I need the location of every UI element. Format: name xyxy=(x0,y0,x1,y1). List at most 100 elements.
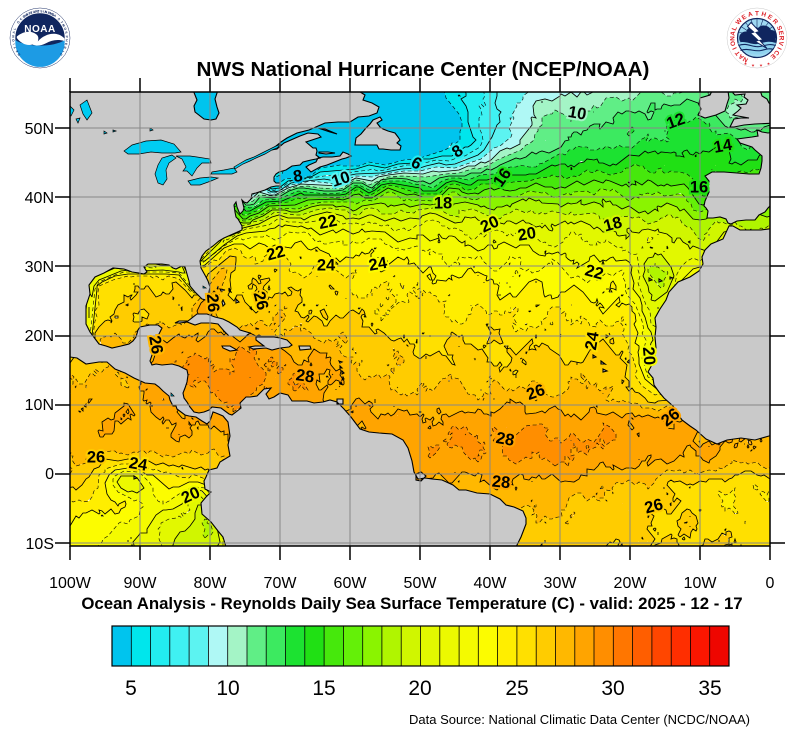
svg-text:28: 28 xyxy=(491,473,511,493)
svg-text:I: I xyxy=(43,10,45,14)
svg-text:NOAA: NOAA xyxy=(24,24,55,35)
svg-text:Data Source: National Climatic: Data Source: National Climatic Data Cent… xyxy=(409,712,750,727)
svg-text:35: 35 xyxy=(698,677,721,700)
svg-text:26: 26 xyxy=(203,293,223,313)
svg-text:I: I xyxy=(28,12,31,16)
svg-text:E: E xyxy=(741,13,749,22)
svg-text:I: I xyxy=(34,10,36,14)
svg-text:O: O xyxy=(25,12,30,17)
svg-text:R: R xyxy=(62,46,67,50)
svg-text:S: S xyxy=(775,25,783,32)
svg-text:30W: 30W xyxy=(544,575,578,592)
svg-text:22: 22 xyxy=(317,212,339,233)
svg-text:E: E xyxy=(766,13,774,22)
svg-text:A: A xyxy=(12,30,17,34)
svg-text:L: L xyxy=(731,25,739,31)
svg-text:C: C xyxy=(58,52,63,57)
svg-text:I: I xyxy=(775,46,782,51)
svg-text:A: A xyxy=(729,30,737,36)
svg-text:30: 30 xyxy=(601,677,624,700)
svg-text:E: E xyxy=(777,30,785,36)
svg-text:T: T xyxy=(734,49,742,56)
svg-text:28: 28 xyxy=(495,429,516,450)
svg-text:40W: 40W xyxy=(474,575,508,592)
svg-text:A: A xyxy=(32,10,36,15)
svg-text:26: 26 xyxy=(145,334,166,355)
svg-text:60W: 60W xyxy=(334,575,368,592)
svg-text:P: P xyxy=(65,35,69,38)
svg-text:O: O xyxy=(63,27,68,31)
svg-text:I: I xyxy=(12,43,16,45)
svg-text:T: T xyxy=(59,20,63,24)
svg-text:100W: 100W xyxy=(49,575,92,592)
svg-text:E: E xyxy=(22,14,26,18)
svg-text:E: E xyxy=(768,52,776,61)
svg-text:90W: 90W xyxy=(124,575,158,592)
svg-text:0: 0 xyxy=(766,575,775,592)
svg-text:L: L xyxy=(13,27,17,30)
svg-text:26: 26 xyxy=(87,448,105,466)
svg-text:D: D xyxy=(51,12,56,17)
svg-text:30N: 30N xyxy=(25,259,54,276)
svg-text:24: 24 xyxy=(317,256,336,274)
svg-text:N: N xyxy=(44,10,48,15)
svg-text:0: 0 xyxy=(45,466,54,483)
svg-text:10: 10 xyxy=(216,677,239,700)
svg-text:18: 18 xyxy=(434,194,452,212)
svg-text:10: 10 xyxy=(567,103,588,124)
svg-text:T: T xyxy=(13,46,17,49)
svg-text:20: 20 xyxy=(516,224,537,245)
svg-text:N: N xyxy=(23,13,28,18)
svg-text:N: N xyxy=(29,11,33,16)
svg-text:A: A xyxy=(737,52,745,61)
svg-text:A: A xyxy=(44,10,48,15)
svg-text:W: W xyxy=(734,17,744,27)
svg-text:O: O xyxy=(16,20,21,25)
svg-text:28: 28 xyxy=(295,366,316,386)
svg-text:R: R xyxy=(778,36,785,41)
svg-text:24: 24 xyxy=(582,329,603,351)
svg-text:50W: 50W xyxy=(404,575,438,592)
svg-text:R: R xyxy=(35,9,39,13)
svg-text:15: 15 xyxy=(312,677,335,700)
svg-text:H: H xyxy=(760,11,767,19)
svg-text:A: A xyxy=(25,12,30,17)
svg-text:20N: 20N xyxy=(25,328,54,345)
svg-text:C: C xyxy=(37,9,40,13)
svg-text:N: N xyxy=(742,55,750,64)
svg-text:M: M xyxy=(49,11,53,16)
svg-text:M: M xyxy=(61,23,66,28)
svg-text:O: O xyxy=(730,40,738,46)
svg-text:N: N xyxy=(11,35,15,38)
svg-text:80W: 80W xyxy=(194,575,228,592)
svg-text:O: O xyxy=(11,38,15,41)
svg-text:10S: 10S xyxy=(26,536,54,553)
svg-text:70W: 70W xyxy=(264,575,298,592)
svg-text:40N: 40N xyxy=(25,190,54,207)
svg-text:10W: 10W xyxy=(684,575,718,592)
svg-text:20: 20 xyxy=(639,346,659,366)
svg-text:T: T xyxy=(755,10,759,17)
svg-text:I: I xyxy=(47,11,49,15)
svg-text:I: I xyxy=(61,50,65,53)
svg-text:V: V xyxy=(776,41,784,47)
svg-text:N: N xyxy=(48,11,52,16)
svg-text:D: D xyxy=(51,12,56,17)
svg-text:50N: 50N xyxy=(25,121,54,138)
svg-text:I: I xyxy=(732,46,739,51)
svg-text:A: A xyxy=(53,14,58,19)
svg-text:N: N xyxy=(16,52,21,57)
svg-text:A: A xyxy=(14,49,19,54)
svg-text:C: C xyxy=(772,49,781,57)
svg-text:H: H xyxy=(64,39,68,42)
svg-text:C: C xyxy=(19,16,24,21)
svg-text:5: 5 xyxy=(125,677,137,700)
svg-text:R: R xyxy=(771,18,780,26)
svg-text:NWS National Hurricane Center: NWS National Hurricane Center (NCEP/NOAA… xyxy=(197,58,650,81)
svg-text:20W: 20W xyxy=(614,575,648,592)
svg-text:S: S xyxy=(40,9,42,13)
svg-text:Ocean Analysis - Reynolds Dail: Ocean Analysis - Reynolds Daily Sea Surf… xyxy=(81,594,742,613)
svg-text:20: 20 xyxy=(408,677,431,700)
svg-text:10N: 10N xyxy=(25,397,54,414)
svg-text:T: T xyxy=(30,10,33,14)
